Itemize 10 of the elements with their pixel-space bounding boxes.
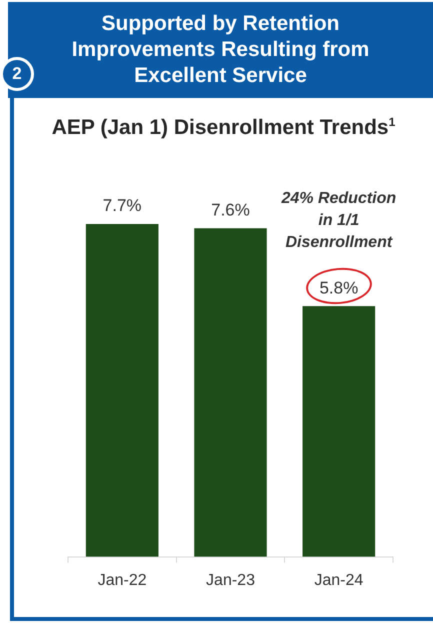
x-tick-label: Jan-23 xyxy=(206,572,256,589)
circle-badge: 2 xyxy=(0,57,34,91)
data-label: 7.6% xyxy=(211,200,250,220)
data-label: 5.8% xyxy=(319,278,358,298)
x-tick-label: Jan-22 xyxy=(98,572,147,589)
chart-subtitle: AEP (Jan 1) Disenrollment Trends$^{1}$ xyxy=(50,114,396,141)
x-tick-label: Jan-24 xyxy=(314,572,364,589)
data-label: 7.7% xyxy=(102,196,142,216)
chart-title: Supported by Retention Improvements Resulting from Excellent Service xyxy=(72,12,370,87)
annotation: 24% Reduction in 1/1 Disenrollment xyxy=(280,189,398,254)
